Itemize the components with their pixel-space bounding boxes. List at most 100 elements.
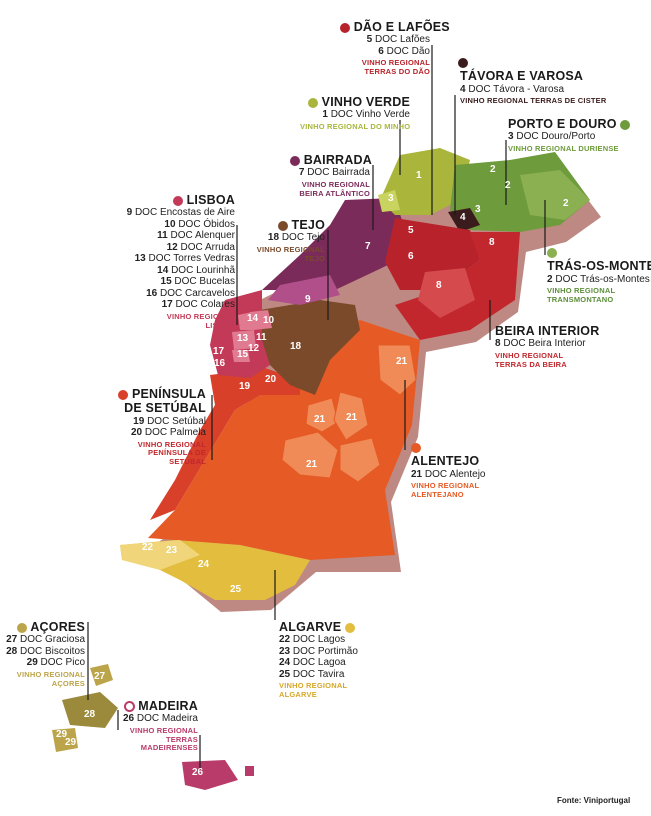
setubal-vr: VINHO REGIONAL PENÍNSULA DE SETÚBAL (137, 439, 206, 466)
bairrada-doc-name: DOC Bairrada (307, 167, 370, 179)
tavora-doc-num: 4 (460, 83, 466, 95)
subregion-10[interactable] (250, 310, 272, 330)
subregion-13[interactable] (232, 330, 256, 350)
subregion-21d[interactable] (281, 431, 339, 479)
algarve-doc-num-2: 23 (279, 645, 291, 657)
island-pico[interactable] (52, 728, 78, 752)
region-bairrada[interactable] (262, 198, 405, 290)
label-tavora[interactable]: TÁVORA E VAROSA 4 DOC Távora - Varosa VI… (458, 55, 607, 106)
acores-title: AÇORES (30, 620, 85, 634)
lisboa-doc-num-6: 14 (157, 264, 169, 276)
map-number-19: 19 (239, 381, 251, 392)
region-setubal[interactable] (150, 368, 300, 520)
region-tavora[interactable] (448, 208, 480, 232)
lisboa-doc-name-1: DOC Encostas de Aire (134, 207, 235, 219)
label-beira-interior[interactable]: BEIRA INTERIOR 8 DOC Beira Interior VINH… (495, 324, 599, 369)
map-number-26: 26 (192, 767, 204, 778)
region-algarve-light (120, 540, 200, 570)
lisboa-subregions (232, 310, 272, 362)
subregion-9[interactable] (268, 275, 340, 305)
map-number-2b: 2 (505, 180, 511, 191)
map-number-3: 3 (388, 193, 394, 204)
label-lisboa[interactable]: LISBOA 9 DOC Encostas de Aire 10 DOC Óbi… (125, 193, 235, 330)
lisboa-title: LISBOA (186, 193, 235, 207)
region-alentejo[interactable] (148, 320, 420, 560)
lisboa-doc-num-9: 17 (161, 299, 173, 311)
dao-dot (340, 22, 350, 33)
lisboa-doc-num-3: 11 (157, 230, 168, 242)
tavora-title: TÁVORA E VAROSA (460, 69, 584, 84)
map-number-13: 13 (237, 333, 249, 344)
madeira-doc-name: DOC Madeira (136, 713, 198, 725)
algarve-doc-num-1: 22 (279, 634, 291, 646)
lisboa-doc-num-1: 9 (126, 207, 133, 219)
beira-interior-doc-num: 8 (495, 338, 501, 350)
bairrada-doc-num: 7 (298, 167, 305, 179)
region-vinho-verde[interactable] (380, 148, 470, 215)
setubal-doc-name-1: DOC Setúbal (147, 415, 206, 427)
map-number-8: 8 (489, 237, 495, 248)
map-number-21d: 21 (306, 459, 318, 470)
label-tejo[interactable]: TEJO 18 DOC Tejo VINHO REGIONAL TEJO (255, 218, 325, 263)
map-number-23: 23 (166, 545, 178, 556)
map-number-29b: 29 (65, 737, 77, 748)
algarve-title: ALGARVE (279, 620, 342, 634)
map-number-11: 11 (256, 332, 267, 343)
island-graciosa[interactable] (90, 664, 113, 686)
label-madeira[interactable]: MADEIRA 26 DOC Madeira VINHO REGIONAL TE… (110, 699, 198, 753)
map-number-27: 27 (94, 671, 106, 682)
subregion-21c[interactable] (333, 391, 369, 441)
map-number-28: 28 (84, 709, 96, 720)
vinho-verde-title: VINHO VERDE (321, 95, 410, 109)
acores-doc-name-3: DOC Pico (40, 657, 85, 669)
subregion-15[interactable] (232, 350, 250, 362)
label-algarve[interactable]: ALGARVE 22 DOC Lagos 23 DOC Portimão 24 … (279, 620, 358, 700)
island-porto-santo[interactable] (245, 766, 254, 776)
bairrada-vr: VINHO REGIONAL BEIRA ATLÂNTICO (299, 179, 370, 198)
lisboa-doc-name-7: DOC Bucelas (174, 276, 235, 288)
tejo-doc-num: 18 (267, 232, 280, 244)
douro-dot (620, 119, 631, 130)
subregion-3-small[interactable] (378, 190, 400, 212)
map-number-29a: 29 (56, 729, 68, 740)
map-number-25: 25 (230, 584, 242, 595)
region-tejo[interactable] (260, 300, 360, 395)
subregion-14[interactable] (238, 312, 254, 330)
label-vinho-verde[interactable]: VINHO VERDE 1 DOC Vinho Verde VINHO REGI… (300, 95, 410, 132)
label-tras-os-montes[interactable]: TRÁS-OS-MONTES 2 DOC Trás-os-Montes VINH… (547, 245, 651, 305)
lisboa-doc-num-5: 13 (134, 253, 146, 265)
label-setubal[interactable]: PENÍNSULA DE SETÚBAL 19 DOC Setúbal 20 D… (110, 387, 206, 467)
bairrada-dot (290, 155, 300, 166)
region-tras-os-montes[interactable] (520, 170, 590, 220)
setubal-dot (118, 389, 129, 400)
region-beira-light (418, 268, 475, 318)
island-terceira[interactable] (62, 692, 118, 728)
label-acores[interactable]: AÇORES 27 DOC Graciosa 28 DOC Biscoitos … (5, 620, 85, 688)
algarve-doc-num-3: 24 (279, 657, 291, 669)
tavora-dot (458, 57, 468, 68)
tejo-dot (277, 220, 288, 231)
lisboa-doc-num-7: 15 (160, 276, 172, 288)
subregion-21e[interactable] (339, 437, 381, 483)
map-number-5: 5 (408, 225, 414, 236)
label-dao[interactable]: DÃO E LAFÕES 5 DOC Lafões 6 DOC Dão VINH… (340, 20, 450, 77)
subregion-21b[interactable] (305, 397, 339, 433)
subregion-21a[interactable] (377, 344, 417, 396)
map-number-7: 7 (365, 241, 371, 252)
label-bairrada[interactable]: BAIRRADA 7 DOC Bairrada VINHO REGIONAL B… (290, 153, 372, 198)
algarve-doc-name-4: DOC Tavira (292, 668, 345, 680)
lisboa-doc-name-4: DOC Arruda (180, 241, 235, 253)
map-number-4: 4 (460, 212, 466, 223)
map-number-10: 10 (263, 315, 275, 326)
map-number-15: 15 (237, 349, 249, 360)
dao-vr: VINHO REGIONAL TERRAS DO DÃO (361, 58, 430, 76)
algarve-doc-name-2: DOC Portimão (292, 645, 358, 657)
alentejo-vr: VINHO REGIONAL ALENTEJANO (411, 481, 480, 499)
acores-doc-num-3: 29 (26, 657, 38, 669)
label-douro[interactable]: PORTO E DOURO 3 DOC Douro/Porto VINHO RE… (508, 117, 631, 154)
island-madeira[interactable] (182, 760, 238, 790)
lisboa-doc-name-8: DOC Carcavelos (159, 287, 235, 299)
label-alentejo[interactable]: ALENTEJO 21 DOC Alentejo VINHO REGIONAL … (411, 440, 486, 500)
douro-doc-num: 3 (508, 131, 514, 143)
